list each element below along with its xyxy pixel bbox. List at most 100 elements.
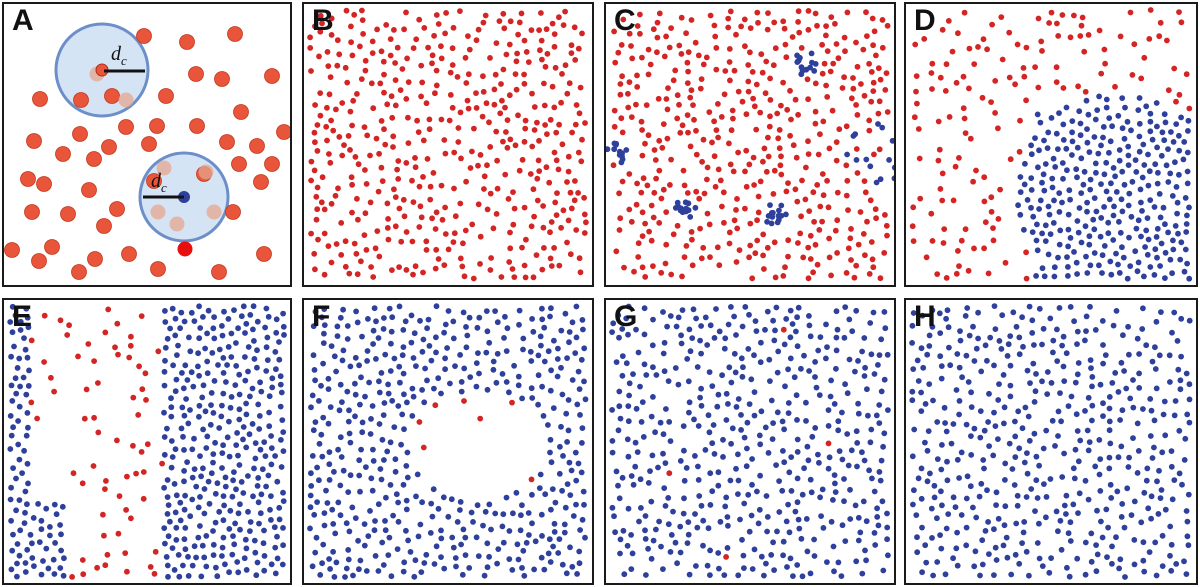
particle-blue — [569, 319, 576, 326]
particle-red — [450, 24, 457, 31]
particle-blue — [560, 453, 566, 459]
particle-red — [311, 167, 318, 174]
particle-blue — [162, 540, 168, 547]
particle-red — [664, 106, 671, 113]
particle-blue — [30, 515, 37, 521]
particle-blue — [1056, 305, 1063, 311]
particle-blue — [661, 485, 668, 491]
particle-blue — [364, 348, 371, 354]
particle-blue — [1055, 433, 1061, 439]
particle-blue — [403, 463, 410, 469]
particle-red — [542, 63, 549, 70]
particle-blue — [685, 519, 692, 525]
particle-red — [442, 204, 448, 211]
particle-blue — [844, 390, 851, 397]
particle-blue — [450, 544, 457, 551]
particle-blue — [1172, 398, 1179, 404]
particle-blue — [924, 351, 931, 358]
particle-blue — [35, 501, 41, 507]
particle-blue — [725, 401, 731, 407]
particle-blue — [420, 336, 427, 343]
particle-red — [1021, 73, 1028, 80]
particle-blue — [991, 526, 997, 533]
particle-red — [540, 203, 546, 209]
particle-blue — [185, 553, 191, 560]
particle-red — [558, 224, 564, 231]
particle-blue — [889, 137, 894, 144]
particle-red — [317, 12, 324, 19]
particle-blue — [403, 497, 410, 504]
particle-red — [812, 10, 819, 17]
particle-red — [713, 127, 720, 133]
particle-red — [713, 45, 720, 51]
particle-blue — [1116, 147, 1123, 153]
particle-blue — [178, 425, 185, 432]
particle-blue — [387, 482, 394, 488]
particle-red — [655, 95, 662, 102]
particle-blue — [1158, 487, 1165, 493]
particle-blue — [386, 534, 393, 541]
particle-blue — [746, 311, 752, 318]
particle-red — [319, 174, 326, 181]
particle-blue — [1152, 161, 1159, 168]
particle-red — [616, 227, 623, 233]
particle-blue — [7, 413, 14, 419]
particle-red — [544, 50, 551, 57]
particle-blue — [819, 486, 826, 493]
particle-blue — [582, 396, 589, 403]
particle-red — [341, 142, 347, 149]
particle-blue — [164, 562, 171, 569]
particle-blue — [841, 498, 847, 505]
particle-blue — [617, 536, 624, 543]
particle-blue — [871, 488, 878, 495]
particle-blue — [1168, 567, 1175, 574]
particle-blue — [956, 411, 962, 418]
particle-red — [362, 210, 369, 217]
particle-red — [477, 233, 484, 240]
particle-red — [351, 11, 358, 18]
particle-blue — [1158, 240, 1165, 247]
particle-blue — [375, 501, 382, 508]
particle-blue — [733, 465, 739, 472]
particle-blue — [9, 303, 16, 310]
particle-blue — [1171, 477, 1178, 483]
particle-blue — [352, 391, 359, 398]
particle-blue — [40, 558, 46, 564]
particle-blue — [220, 442, 227, 449]
particle-blue — [563, 570, 570, 577]
panel-d-plot — [909, 7, 1193, 282]
particle-blue — [1028, 175, 1035, 182]
particle-red — [41, 312, 48, 319]
particle-blue — [424, 325, 430, 332]
particle-blue — [1076, 490, 1083, 497]
particle-red — [929, 60, 936, 67]
particle-blue — [705, 525, 712, 532]
particle-blue — [547, 449, 553, 456]
particle-red — [573, 102, 580, 108]
panel-g: G — [604, 298, 896, 585]
particle-red — [864, 218, 870, 225]
particle-red — [516, 167, 523, 174]
particle-blue — [1077, 120, 1084, 127]
particle-blue — [1032, 388, 1039, 395]
particle-red — [734, 196, 740, 202]
particle-red — [746, 161, 753, 168]
particle-red — [937, 74, 944, 81]
particle-red — [971, 61, 978, 67]
particle-blue — [57, 565, 64, 571]
particle-red — [824, 177, 830, 184]
particle-red — [953, 270, 960, 277]
particle-blue — [1092, 116, 1099, 123]
particle-red — [833, 139, 840, 146]
particle-red — [661, 53, 668, 60]
particle-red — [1053, 79, 1060, 85]
particle-blue — [950, 421, 957, 427]
particle-red — [681, 254, 688, 260]
particle-blue — [1161, 111, 1168, 118]
particle-blue — [909, 340, 915, 346]
particle-red — [693, 151, 700, 158]
particle-blue — [50, 556, 57, 563]
particle-blue — [661, 339, 668, 346]
particle-red — [102, 562, 109, 569]
particle-red — [1067, 34, 1074, 41]
